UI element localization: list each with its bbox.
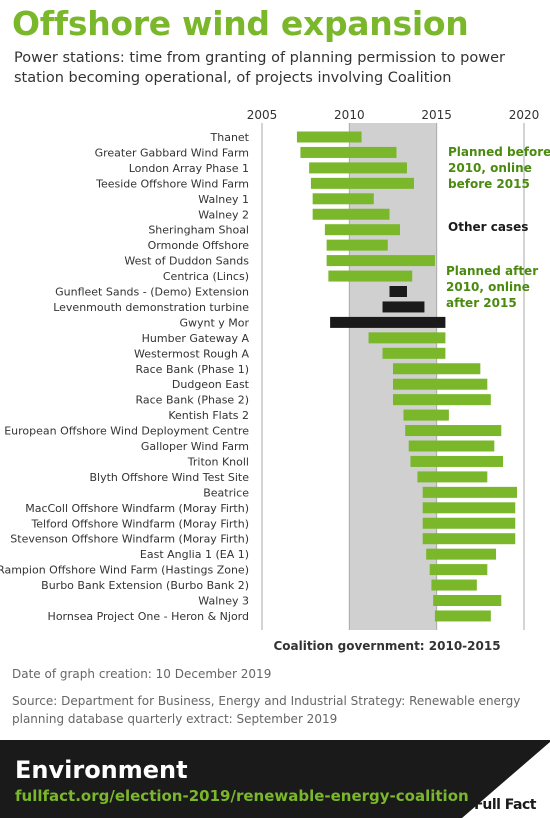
project-bar bbox=[296, 131, 362, 143]
project-bar bbox=[408, 440, 495, 452]
project-bar bbox=[326, 255, 435, 267]
project-bar bbox=[431, 579, 477, 591]
x-tick-label: 2005 bbox=[247, 108, 278, 122]
project-label: Centrica (Lincs) bbox=[163, 270, 249, 283]
project-label: West of Duddon Sands bbox=[124, 255, 249, 268]
project-bar bbox=[426, 548, 497, 560]
project-bar bbox=[324, 224, 400, 236]
legend-label: after 2015 bbox=[446, 296, 517, 310]
project-label: Blyth Offshore Wind Test Site bbox=[89, 471, 249, 484]
x-tick-label: 2015 bbox=[421, 108, 452, 122]
source-note: Source: Department for Business, Energy … bbox=[12, 694, 521, 726]
project-label: Beatrice bbox=[203, 486, 249, 499]
project-label: Dudgeon East bbox=[172, 378, 250, 391]
project-bar bbox=[434, 610, 491, 622]
project-bar bbox=[389, 286, 407, 297]
project-label: Thanet bbox=[210, 131, 250, 144]
full-fact-logo bbox=[462, 742, 550, 818]
coalition-period-label: Coalition government: 2010-2015 bbox=[273, 639, 500, 653]
project-bar bbox=[328, 270, 413, 282]
legend-label: 2010, online bbox=[448, 161, 532, 175]
project-bar bbox=[382, 347, 446, 359]
project-bar bbox=[310, 177, 414, 189]
project-bar bbox=[312, 193, 374, 205]
project-bar bbox=[330, 316, 446, 328]
project-bar bbox=[417, 471, 488, 483]
project-label: Stevenson Offshore Windfarm (Moray Firth… bbox=[10, 533, 249, 546]
project-label: Levenmouth demonstration turbine bbox=[53, 301, 249, 314]
project-label: Triton Knoll bbox=[187, 455, 249, 468]
project-bar bbox=[422, 486, 518, 498]
project-bar bbox=[405, 425, 502, 437]
project-label: Greater Gabbard Wind Farm bbox=[95, 146, 249, 159]
project-label: Ormonde Offshore bbox=[148, 239, 250, 252]
project-bar bbox=[368, 332, 446, 344]
project-label: Walney 1 bbox=[198, 193, 249, 206]
project-label: European Offshore Wind Deployment Centre bbox=[4, 425, 249, 438]
project-bar bbox=[309, 162, 407, 174]
project-bar bbox=[393, 394, 491, 406]
full-fact-logo-text: Full Fact bbox=[474, 797, 537, 813]
project-label: MacColl Offshore Windfarm (Moray Firth) bbox=[25, 502, 249, 515]
footer-banner: Environment fullfact.org/election-2019/r… bbox=[0, 740, 550, 818]
project-label: Walney 2 bbox=[198, 208, 249, 221]
legend-label: Planned before bbox=[448, 145, 550, 159]
project-bar bbox=[326, 239, 388, 251]
project-label: London Array Phase 1 bbox=[129, 162, 249, 175]
project-label: Gwynt y Mor bbox=[179, 316, 249, 329]
legend-label: Planned after bbox=[446, 264, 538, 278]
project-label: Rampion Offshore Wind Farm (Hastings Zon… bbox=[0, 564, 249, 577]
project-label: East Anglia 1 (EA 1) bbox=[140, 548, 249, 561]
project-label: Sheringham Shoal bbox=[148, 224, 249, 237]
project-label: Gunfleet Sands - (Demo) Extension bbox=[55, 286, 249, 299]
project-label: Humber Gateway A bbox=[142, 332, 250, 345]
project-bar bbox=[382, 301, 425, 313]
footer-url-link[interactable]: fullfact.org/election-2019/renewable-ene… bbox=[15, 787, 469, 805]
x-tick-label: 2020 bbox=[509, 108, 540, 122]
project-bar bbox=[410, 455, 504, 467]
project-label: Westermost Rough A bbox=[134, 347, 249, 360]
project-bar bbox=[403, 409, 449, 421]
project-label: Walney 3 bbox=[198, 595, 249, 608]
project-label: Teeside Offshore Wind Farm bbox=[95, 177, 249, 190]
footer-section-title: Environment bbox=[15, 756, 188, 784]
coalition-period-shading bbox=[349, 123, 437, 630]
project-label: Burbo Bank Extension (Burbo Bank 2) bbox=[41, 579, 249, 592]
project-label: Telford Offshore Windfarm (Moray Firth) bbox=[30, 517, 249, 530]
legend-label: before 2015 bbox=[448, 177, 530, 191]
project-label: Race Bank (Phase 1) bbox=[135, 363, 249, 376]
project-bar bbox=[422, 502, 516, 514]
date-note: Date of graph creation: 10 December 2019 bbox=[12, 667, 272, 681]
project-label: Kentish Flats 2 bbox=[168, 409, 249, 422]
project-bar bbox=[433, 595, 502, 606]
project-label: Hornsea Project One - Heron & Njord bbox=[48, 610, 249, 623]
project-label: Galloper Wind Farm bbox=[141, 440, 249, 453]
project-bar bbox=[422, 517, 516, 529]
project-bar bbox=[312, 208, 390, 220]
x-tick-label: 2010 bbox=[334, 108, 365, 122]
project-label: Race Bank (Phase 2) bbox=[135, 394, 249, 407]
gantt-chart: 2005 2010 2015 2020 Thanet Greater Gabbard Wi… bbox=[0, 108, 550, 653]
project-bar bbox=[393, 378, 488, 390]
chart-title: Offshore wind expansion bbox=[12, 4, 469, 43]
project-bar bbox=[422, 533, 516, 545]
project-bar bbox=[393, 363, 481, 375]
legend-label: Other cases bbox=[448, 220, 528, 234]
chart-subtitle: Power stations: time from granting of pl… bbox=[14, 50, 505, 86]
project-bar bbox=[429, 564, 488, 576]
project-bar bbox=[300, 146, 397, 158]
legend-label: 2010, online bbox=[446, 280, 530, 294]
